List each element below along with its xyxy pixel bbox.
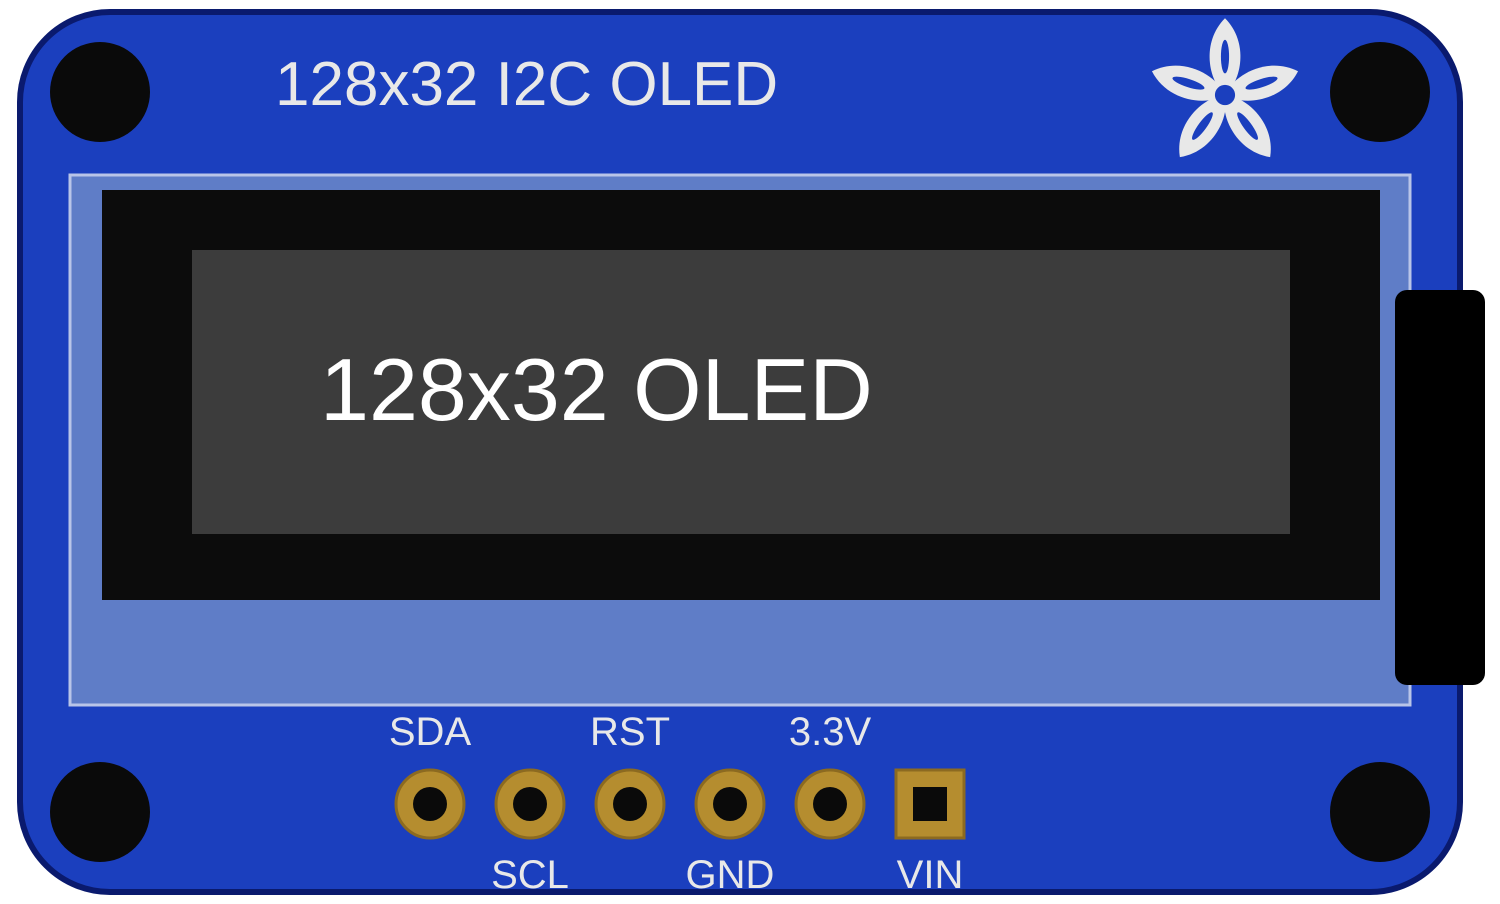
pin-vin: VIN [896, 770, 964, 897]
mounting-hole [1330, 42, 1430, 142]
pin-label: 3.3V [789, 710, 872, 754]
pin-label: GND [686, 853, 775, 897]
pin-label: VIN [897, 853, 964, 897]
flex-connector [1395, 290, 1485, 685]
screen-label: 128x32 OLED [320, 340, 873, 439]
pin-label: SCL [491, 853, 569, 897]
board-title: 128x32 I2C OLED [275, 50, 778, 119]
mounting-hole [1330, 762, 1430, 862]
mounting-hole [50, 42, 150, 142]
pin-label: RST [590, 710, 670, 754]
oled-breakout-diagram: 128x32 I2C OLED 128x32 OLED SDA SCL RST GND 3.… [0, 0, 1500, 904]
mounting-hole [50, 762, 150, 862]
pin-label: SDA [389, 710, 472, 754]
